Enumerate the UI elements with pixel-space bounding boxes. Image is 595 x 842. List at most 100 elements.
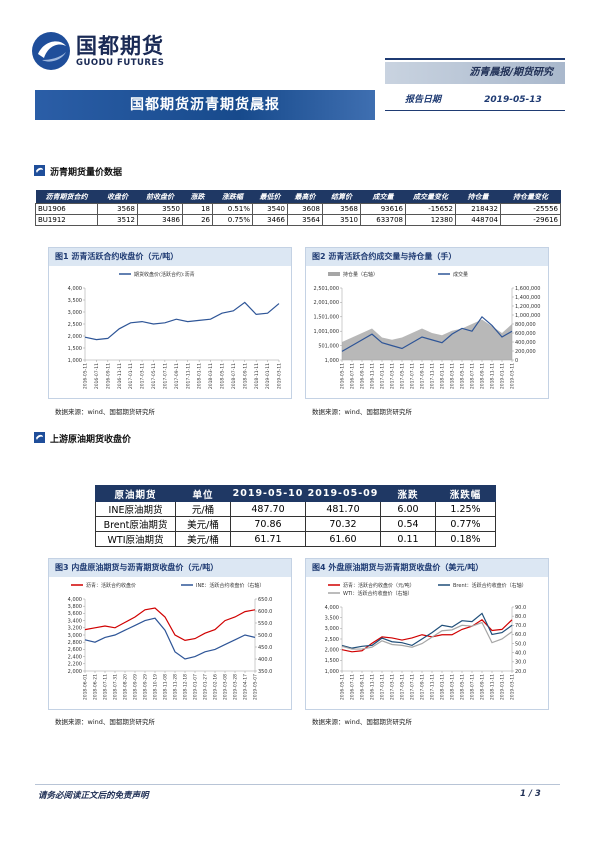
line bbox=[341, 621, 513, 650]
x-tick-label: 2018-05-11 bbox=[460, 674, 466, 700]
x-tick-label: 2018-05-11 bbox=[220, 363, 226, 389]
column-header: 结算价 bbox=[322, 190, 361, 204]
chart-box: 图3 内盘原油期货与沥青期货收盘价（元/吨） 沥青：活跃合约收盘价 INE：活跃合… bbox=[48, 558, 292, 710]
section-icon bbox=[34, 432, 45, 443]
legend-label: INE：活跃合约收盘价（右轴） bbox=[196, 582, 264, 589]
table-cell: 633708 bbox=[360, 214, 406, 226]
x-tick-label: 2016-07-11 bbox=[350, 363, 356, 389]
table-cell: 481.70 bbox=[305, 501, 381, 517]
y2-tick-label: 60.0 bbox=[515, 632, 526, 638]
x-tick-label: 2017-07-11 bbox=[410, 363, 416, 389]
table-cell: BU1912 bbox=[35, 214, 98, 226]
table-cell: 218432 bbox=[455, 203, 501, 215]
x-tick-label: 2019-01-11 bbox=[500, 363, 506, 389]
y-tick-label: 1,500 bbox=[68, 346, 82, 352]
table-row: Brent原油期货 美元/桶 70.86 70.32 0.54 0.77% bbox=[95, 516, 496, 532]
report-tag: 沥青晨报/期货研究 bbox=[385, 62, 565, 84]
legend-label: 沥青：活跃合约收盘价（元/吨） bbox=[343, 582, 415, 589]
x-tick-label: 2019-03-11 bbox=[277, 363, 283, 389]
section-icon bbox=[34, 165, 45, 176]
x-tick-label: 2018-07-11 bbox=[470, 674, 476, 700]
x-tick-label: 2017-03-11 bbox=[390, 674, 396, 700]
x-tick-label: 2019-01-27 bbox=[203, 674, 209, 700]
rule bbox=[385, 58, 565, 60]
x-tick-label: 2017-11-11 bbox=[430, 363, 436, 389]
legend-label: 沥青：活跃合约收盘价 bbox=[86, 582, 136, 589]
y-tick-label: 1,000 bbox=[325, 669, 339, 675]
x-tick-label: 2017-09-11 bbox=[420, 674, 426, 700]
x-tick-label: 2018-08-20 bbox=[123, 674, 129, 700]
y2-tick-label: 50.0 bbox=[515, 641, 526, 647]
area bbox=[342, 319, 512, 360]
x-tick-label: 2018-07-11 bbox=[470, 363, 476, 389]
table-cell: 61.60 bbox=[305, 531, 381, 547]
table-cell: Brent原油期货 bbox=[95, 516, 176, 532]
x-tick-label: 2017-07-11 bbox=[410, 674, 416, 700]
y2-tick-label: 600.0 bbox=[258, 609, 272, 615]
y2-tick-label: 1,600,000 bbox=[515, 286, 540, 292]
x-tick-label: 2018-05-11 bbox=[460, 363, 466, 389]
y-tick-label: 3,000 bbox=[68, 310, 82, 316]
table-cell: 3550 bbox=[137, 203, 183, 215]
x-tick-label: 2018-11-11 bbox=[490, 363, 496, 389]
table-cell: 3486 bbox=[137, 214, 183, 226]
x-tick-label: 2017-01-11 bbox=[380, 674, 386, 700]
chart: 沥青：活跃合约收盘价（元/吨） Brent：活跃合约收盘价（右轴） WTI：活跃合约… bbox=[325, 582, 527, 700]
x-tick-label: 2016-11-11 bbox=[370, 674, 376, 700]
y2-tick-label: 80.0 bbox=[515, 614, 526, 620]
source-note: 数据来源：wind、国都期货研究所 bbox=[55, 408, 155, 416]
y-tick-label: 1,000 bbox=[68, 358, 82, 364]
logo: 国都期货 GUODU FUTURES bbox=[30, 28, 180, 76]
x-tick-label: 2019-03-28 bbox=[233, 674, 239, 700]
x-tick-label: 2017-11-11 bbox=[430, 674, 436, 700]
x-tick-label: 2018-07-11 bbox=[231, 363, 237, 389]
table-cell: 6.00 bbox=[380, 501, 436, 517]
report-title: 国都期货沥青期货晨报 bbox=[35, 90, 375, 120]
x-tick-label: 2017-01-11 bbox=[128, 363, 134, 389]
y2-tick-label: 350.0 bbox=[258, 669, 272, 675]
crude-table: 原油期货 单位 2019-05-10 2019-05-09 涨跌 涨跌幅 INE原油期货元… bbox=[95, 485, 496, 547]
table-row: INE原油期货 元/桶 487.70 481.70 6.00 1.25% bbox=[95, 501, 496, 517]
x-tick-label: 2017-01-11 bbox=[380, 363, 386, 389]
company-name-en: GUODU FUTURES bbox=[76, 58, 165, 68]
chart-title: 图1 沥青活跃合约收盘价（元/吨） bbox=[49, 248, 291, 266]
y-tick-label: 2,501,000 bbox=[314, 286, 339, 292]
y2-tick-label: 1,400,000 bbox=[515, 295, 540, 301]
column-header: 涨跌 bbox=[182, 190, 213, 204]
y2-tick-label: 90.0 bbox=[515, 605, 526, 611]
y-tick-label: 3,200 bbox=[68, 626, 82, 632]
y-tick-label: 4,000 bbox=[68, 286, 82, 292]
y2-tick-label: 1,200,000 bbox=[515, 304, 540, 310]
y2-tick-label: 1,000,000 bbox=[515, 313, 540, 319]
chart-box: 图1 沥青活跃合约收盘价（元/吨） 期货收盘价(活跃合约):沥青 1,000 1,5… bbox=[48, 247, 292, 399]
x-tick-label: 2016-11-11 bbox=[370, 363, 376, 389]
column-header: 沥青期货合约 bbox=[35, 190, 98, 204]
y-tick-label: 2,500 bbox=[68, 322, 82, 328]
table-cell: 93616 bbox=[360, 203, 406, 215]
y2-tick-label: 400.0 bbox=[258, 657, 272, 663]
x-tick-label: 2018-11-11 bbox=[254, 363, 260, 389]
table-cell: -15652 bbox=[405, 203, 456, 215]
column-header: 前收盘价 bbox=[137, 190, 183, 204]
table-cell: INE原油期货 bbox=[95, 501, 176, 517]
chart: 持仓量（右轴） 成交量 1,000 501,000 1,001,000 1,501,000… bbox=[314, 271, 541, 389]
y-tick-label: 1,000 bbox=[325, 358, 339, 364]
y-tick-label: 4,000 bbox=[325, 605, 339, 611]
x-tick-label: 2017-07-11 bbox=[162, 363, 168, 389]
legend-label: 持仓量（右轴） bbox=[343, 271, 378, 278]
column-header: 涨跌幅 bbox=[435, 485, 496, 502]
x-tick-label: 2016-09-11 bbox=[360, 363, 366, 389]
table-cell: 61.71 bbox=[230, 531, 306, 547]
x-tick-label: 2018-01-11 bbox=[197, 363, 203, 389]
table-cell: 3510 bbox=[322, 214, 361, 226]
table-cell: 18 bbox=[182, 203, 213, 215]
y-tick-label: 2,600 bbox=[68, 647, 82, 653]
price-table: 沥青期货合约 收盘价 前收盘价 涨跌 涨跌幅 最低价 最高价 结算价 成交量 成交量变化 持仓量 持仓… bbox=[35, 190, 561, 226]
table-cell: -25556 bbox=[500, 203, 561, 215]
y-tick-label: 2,000 bbox=[325, 647, 339, 653]
x-tick-label: 2017-09-11 bbox=[174, 363, 180, 389]
y2-tick-label: 650.0 bbox=[258, 597, 272, 603]
y-tick-label: 2,200 bbox=[68, 662, 82, 668]
